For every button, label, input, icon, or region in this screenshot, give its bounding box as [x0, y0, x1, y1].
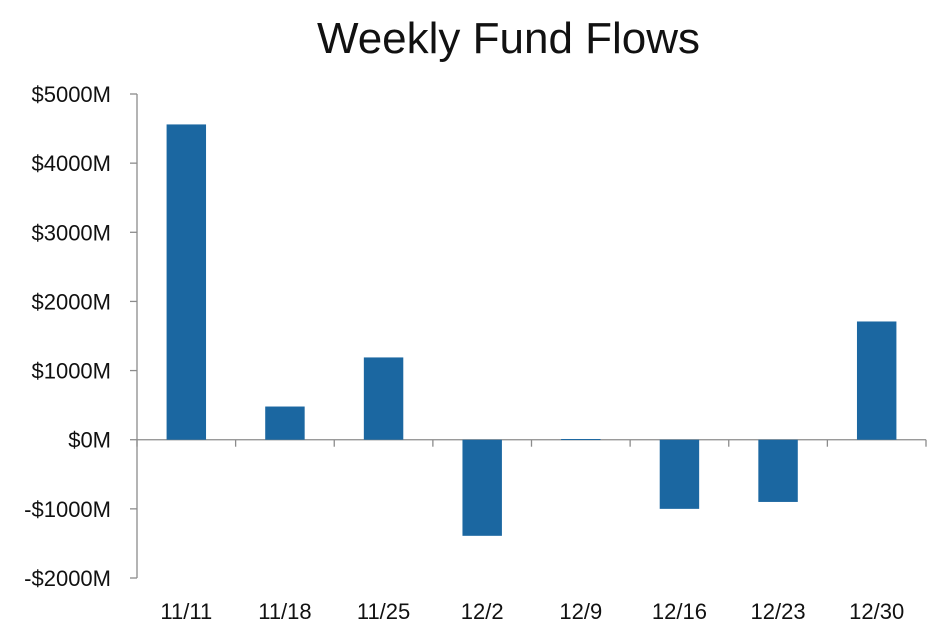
bars	[166, 124, 897, 536]
y-tick-label: -$1000M	[24, 497, 111, 522]
x-axis	[136, 439, 927, 447]
x-tick-label: 12/30	[849, 599, 904, 624]
bar	[659, 439, 700, 509]
x-tick-label: 11/11	[160, 599, 212, 624]
bar	[758, 439, 798, 502]
y-tick-label: $3000M	[31, 220, 111, 245]
x-tick-label: 12/2	[461, 599, 504, 624]
y-tick-label: -$2000M	[24, 566, 111, 591]
bar	[462, 439, 502, 536]
y-tick-label: $4000M	[31, 151, 111, 176]
bar	[363, 357, 404, 440]
y-tick-label: $2000M	[31, 289, 111, 314]
chart-title: Weekly Fund Flows	[316, 14, 701, 63]
x-tick-label: 11/25	[357, 599, 410, 624]
y-tick-label: $0M	[68, 428, 111, 453]
x-tick-label: 12/9	[559, 599, 602, 624]
bar	[856, 321, 897, 440]
bar	[265, 406, 305, 440]
y-axis	[130, 93, 138, 579]
x-tick-labels: 11/11 11/18 11/25 12/2 12/9 12/16 12/23 12/30	[160, 599, 904, 624]
x-tick-label: 11/18	[258, 599, 311, 624]
x-tick-label: 12/23	[751, 599, 806, 624]
y-tick-label: $5000M	[31, 82, 111, 107]
bar	[561, 439, 601, 441]
x-tick-label: 12/16	[652, 599, 707, 624]
bar	[166, 124, 207, 440]
y-tick-labels: $5000M $4000M $3000M $2000M $1000M $0M -$1000M…	[24, 82, 111, 591]
y-tick-label: $1000M	[31, 359, 111, 384]
